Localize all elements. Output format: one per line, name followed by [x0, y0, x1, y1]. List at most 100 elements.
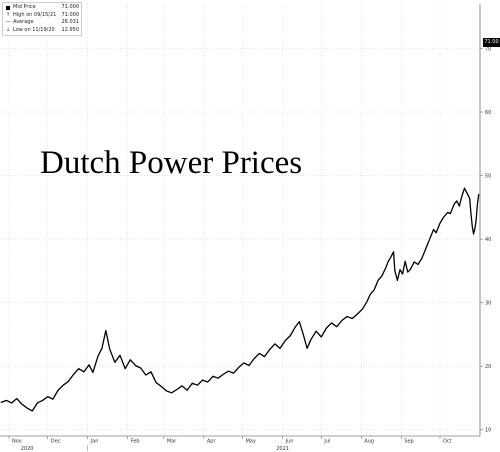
data-point — [461, 195, 463, 197]
dash-icon: — — [5, 19, 11, 25]
data-point — [258, 353, 260, 354]
y-tick-label: 70 — [485, 46, 491, 52]
data-point — [145, 374, 147, 376]
data-point — [298, 321, 300, 323]
x-tick-label: May — [246, 439, 256, 445]
x-year-label: 2021 — [276, 446, 289, 452]
data-point — [315, 330, 317, 332]
data-point — [62, 384, 64, 386]
data-point — [466, 192, 468, 194]
x-tick-label: Nov — [12, 439, 22, 445]
data-point — [114, 361, 116, 363]
data-point — [417, 264, 419, 265]
data-point — [101, 347, 103, 349]
data-point — [140, 367, 142, 369]
y-tick-label: 40 — [485, 237, 491, 243]
data-point — [397, 279, 398, 281]
data-point — [439, 222, 441, 224]
data-point — [413, 261, 415, 263]
series-line-mid-price — [0, 187, 480, 412]
x-tick-label: Apr — [207, 439, 217, 445]
data-point — [421, 257, 423, 259]
data-point — [306, 347, 308, 349]
data-point — [470, 213, 472, 215]
data-point — [474, 228, 476, 230]
data-point — [394, 270, 396, 272]
data-point — [351, 318, 353, 319]
data-point — [295, 326, 296, 328]
data-point — [92, 372, 94, 373]
data-point — [331, 322, 333, 324]
x-tick-label: Jul — [323, 439, 330, 445]
legend-row-mid-price: Mid Price 71.000 — [5, 4, 79, 12]
data-point — [212, 375, 214, 377]
data-point — [302, 333, 304, 335]
data-point — [166, 390, 167, 392]
data-point — [26, 407, 28, 409]
data-point — [105, 330, 107, 331]
data-point — [443, 216, 445, 218]
data-point — [83, 371, 85, 373]
data-point — [6, 400, 7, 401]
x-axis: Nov Dec Jan Feb Mar Apr May Jun Jul Aug Sep Oct 2020… — [8, 436, 452, 452]
legend-value: 26.031 — [61, 19, 80, 25]
legend: Mid Price 71.000 ↑ High on 09/15/21 71.0… — [2, 2, 82, 36]
data-point — [197, 384, 198, 386]
x-tick-label: Jan — [90, 439, 99, 445]
data-point — [284, 340, 286, 342]
data-point — [385, 267, 387, 269]
data-point — [429, 238, 431, 240]
data-point — [407, 271, 409, 273]
y-tick-label: 30 — [485, 300, 491, 306]
data-point — [124, 368, 126, 370]
x-tick-label: Mar — [167, 439, 177, 445]
data-point — [52, 398, 54, 400]
x-tick-label: Jun — [285, 439, 294, 445]
data-point — [160, 386, 162, 387]
data-point — [57, 389, 59, 391]
data-point — [155, 382, 157, 384]
data-point — [207, 381, 209, 383]
data-point — [119, 354, 121, 356]
x-tick-label: Feb — [131, 439, 140, 445]
data-point — [97, 355, 99, 357]
data-point — [357, 313, 358, 315]
data-point — [47, 396, 49, 398]
arrow-up-icon: ↑ — [5, 11, 11, 18]
data-point — [171, 392, 173, 394]
axis-frame — [0, 4, 481, 437]
data-point — [464, 187, 465, 189]
x-tick-label: Aug — [364, 439, 374, 445]
data-point — [31, 410, 33, 412]
legend-value: 71.000 — [61, 4, 80, 10]
data-point — [217, 377, 219, 379]
data-point — [453, 203, 455, 205]
data-point — [274, 343, 276, 345]
legend-label: Average — [13, 19, 34, 25]
data-point — [88, 364, 90, 366]
data-point — [279, 347, 281, 349]
data-point — [73, 373, 74, 375]
data-point — [447, 211, 449, 213]
data-point — [248, 365, 250, 366]
data-point — [264, 356, 265, 357]
data-point — [475, 219, 477, 221]
data-point — [341, 319, 343, 321]
legend-label: Low on 11/19/20 — [13, 26, 55, 33]
legend-value: 71.000 — [61, 11, 80, 18]
data-point — [37, 402, 38, 404]
data-point — [289, 335, 291, 337]
y-tick-label: 60 — [485, 110, 491, 116]
data-point — [176, 389, 178, 391]
data-point — [11, 402, 13, 404]
data-point — [310, 339, 312, 340]
data-point — [381, 275, 383, 277]
data-point — [320, 336, 322, 338]
series-layer — [0, 187, 480, 412]
data-point — [181, 385, 183, 387]
data-point — [473, 233, 474, 235]
data-point — [409, 269, 411, 270]
x-year-label: 2020 — [21, 446, 34, 452]
data-point — [233, 372, 234, 374]
